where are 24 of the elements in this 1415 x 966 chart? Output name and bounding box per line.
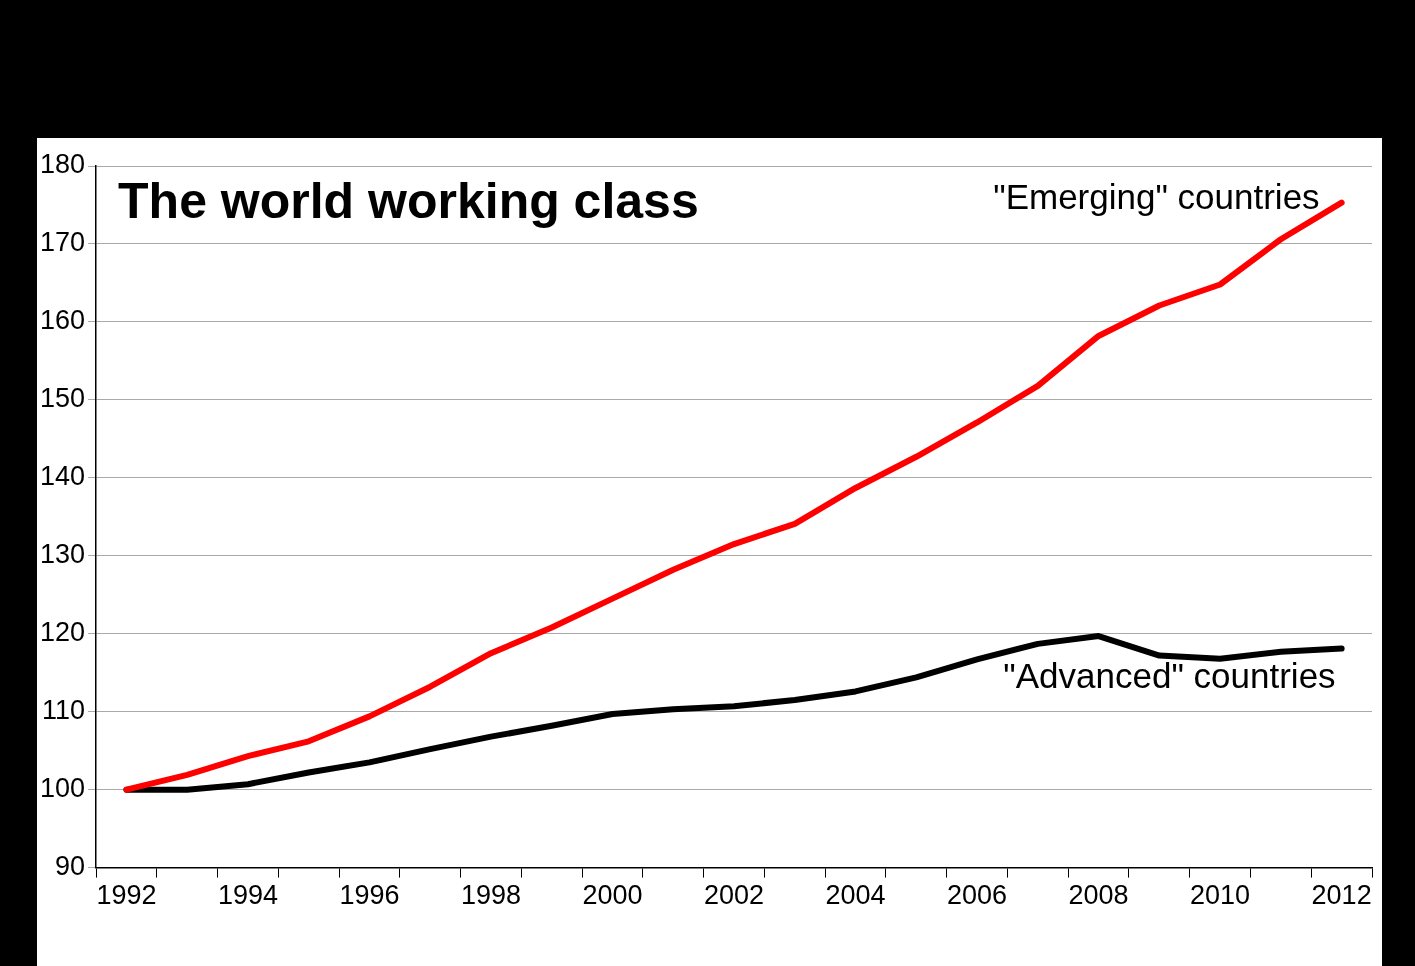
y-tick-label: 180 [39,149,86,180]
x-tick-label: 2000 [582,880,643,911]
y-tick-label: 130 [39,539,86,570]
x-tick-label: 1998 [460,880,522,911]
chart-title: The world working class [118,172,699,229]
x-tick-label: 1996 [339,880,400,911]
x-tick-label: 2006 [947,880,1008,911]
x-tick-label: 1994 [217,880,278,911]
y-tick-label: 120 [39,617,86,648]
x-tick-label: 2002 [703,880,765,911]
y-tick-label: 170 [39,227,86,258]
x-tick-label: 2008 [1068,880,1129,911]
x-tick-label: 1992 [96,880,157,911]
series-label: "Emerging" countries [993,176,1320,216]
y-tick-label: 90 [55,851,86,882]
x-tick-label: 2010 [1190,880,1251,911]
y-tick-label: 140 [39,461,86,492]
x-tick-label: 2004 [825,880,886,911]
y-tick-label: 110 [42,695,86,726]
series-label: "Advanced" countries [1003,655,1336,695]
y-tick-label: 100 [39,773,86,804]
x-tick-label: 2012 [1311,880,1372,911]
y-tick-label: 160 [39,305,86,336]
y-tick-label: 150 [39,383,86,414]
